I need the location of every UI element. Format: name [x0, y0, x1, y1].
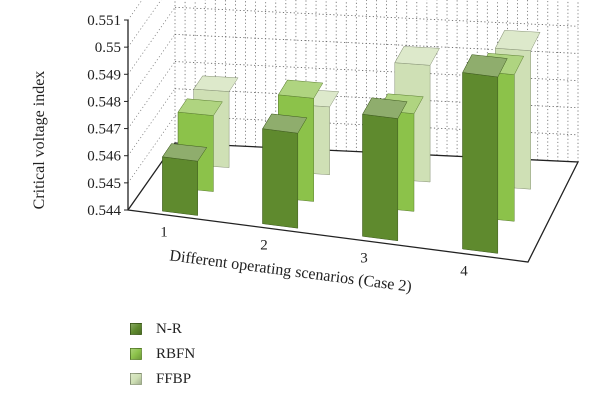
legend-label: FFBP — [156, 370, 192, 387]
bar — [262, 113, 308, 229]
x-tick-label: 1 — [160, 225, 168, 241]
bar-front — [362, 113, 399, 242]
gridline-side — [127, 61, 176, 129]
bar-top — [193, 75, 239, 92]
gridline-back — [174, 6, 579, 27]
x-tick-label: 4 — [460, 264, 468, 280]
legend-swatch — [130, 323, 142, 335]
bar-top — [162, 143, 208, 162]
gridline-side — [127, 7, 176, 75]
bar-front — [162, 156, 198, 216]
bar-top — [462, 54, 508, 78]
y-tick-label: 0.547 — [87, 122, 121, 138]
y-tick-label: 0.545 — [87, 176, 121, 192]
bar-top — [394, 46, 440, 66]
axis-layer — [124, 19, 580, 263]
bar-top — [262, 113, 308, 134]
bar-top — [177, 98, 223, 116]
y-tick-label: 0.551 — [87, 13, 121, 29]
gridline-side — [127, 0, 162, 48]
legend-item: N-R — [130, 318, 195, 340]
legend: N-R RBFN FFBP — [130, 318, 195, 393]
bar-top — [277, 79, 324, 99]
gridline-side — [127, 0, 143, 21]
legend-swatch — [130, 373, 142, 385]
y-axis-title: Critical voltage index — [31, 71, 48, 210]
bar-front — [462, 72, 499, 254]
y-tick-label: 0.544 — [87, 203, 121, 219]
floor-outline — [126, 142, 580, 263]
x-tick-label: 3 — [360, 251, 368, 267]
bar — [362, 96, 408, 242]
x-tick-label: 2 — [260, 238, 268, 254]
gridline-side — [127, 34, 176, 102]
y-tick-label: 0.55 — [95, 40, 121, 56]
gridline-back — [174, 61, 579, 81]
bar-front — [262, 128, 299, 229]
y-tick-label: 0.549 — [87, 67, 121, 83]
legend-label: N-R — [156, 320, 182, 337]
legend-label: RBFN — [156, 345, 196, 362]
legend-swatch — [130, 348, 142, 360]
y-tick-label: 0.548 — [87, 94, 121, 110]
bar-layer — [162, 30, 541, 254]
legend-item: RBFN — [130, 343, 195, 365]
y-tick-label: 0.546 — [87, 149, 121, 165]
x-axis-title: Different operating scenarios (Case 2) — [168, 247, 412, 295]
bar — [462, 54, 508, 254]
legend-item: FFBP — [130, 368, 195, 390]
bar-top — [494, 30, 541, 51]
bar-top — [362, 97, 408, 119]
gridline-side — [127, 88, 176, 156]
bar — [162, 142, 208, 216]
